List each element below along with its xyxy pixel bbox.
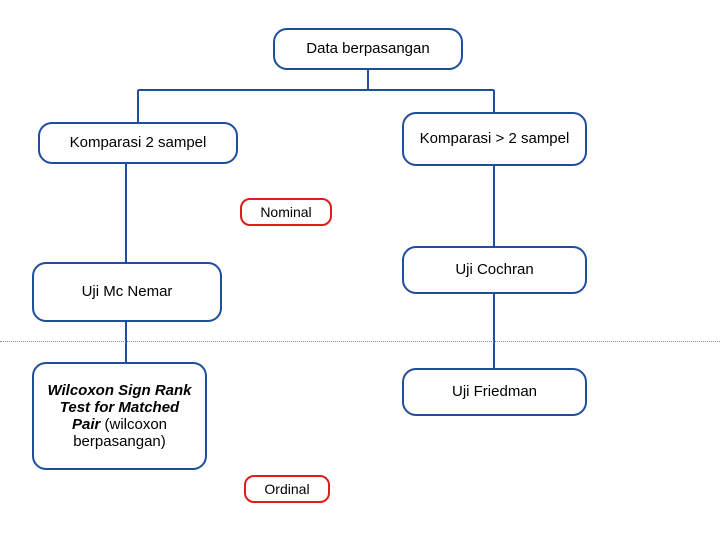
node-wilcoxon-label: Wilcoxon Sign Rank Test for Matched Pair…	[44, 382, 195, 451]
node-komparasi-2-label: Komparasi 2 sampel	[70, 134, 207, 151]
node-nominal-label: Nominal	[260, 204, 311, 220]
node-nominal: Nominal	[240, 198, 332, 226]
node-wilcoxon: Wilcoxon Sign Rank Test for Matched Pair…	[32, 362, 207, 470]
node-komparasi-gt2-label: Komparasi > 2 sampel	[420, 130, 570, 147]
node-komparasi-2: Komparasi 2 sampel	[38, 122, 238, 164]
node-root-label: Data berpasangan	[306, 40, 429, 57]
node-cochran: Uji Cochran	[402, 246, 587, 294]
node-ordinal-label: Ordinal	[264, 481, 309, 497]
node-ordinal: Ordinal	[244, 475, 330, 503]
node-friedman-label: Uji Friedman	[452, 383, 537, 400]
divider-dashed	[0, 341, 720, 342]
diagram-stage: { "type": "flowchart", "background_color…	[0, 0, 720, 540]
node-mcnemar: Uji Mc Nemar	[32, 262, 222, 322]
node-komparasi-gt2: Komparasi > 2 sampel	[402, 112, 587, 166]
node-mcnemar-label: Uji Mc Nemar	[82, 283, 173, 300]
node-cochran-label: Uji Cochran	[455, 261, 533, 278]
node-friedman: Uji Friedman	[402, 368, 587, 416]
node-root: Data berpasangan	[273, 28, 463, 70]
